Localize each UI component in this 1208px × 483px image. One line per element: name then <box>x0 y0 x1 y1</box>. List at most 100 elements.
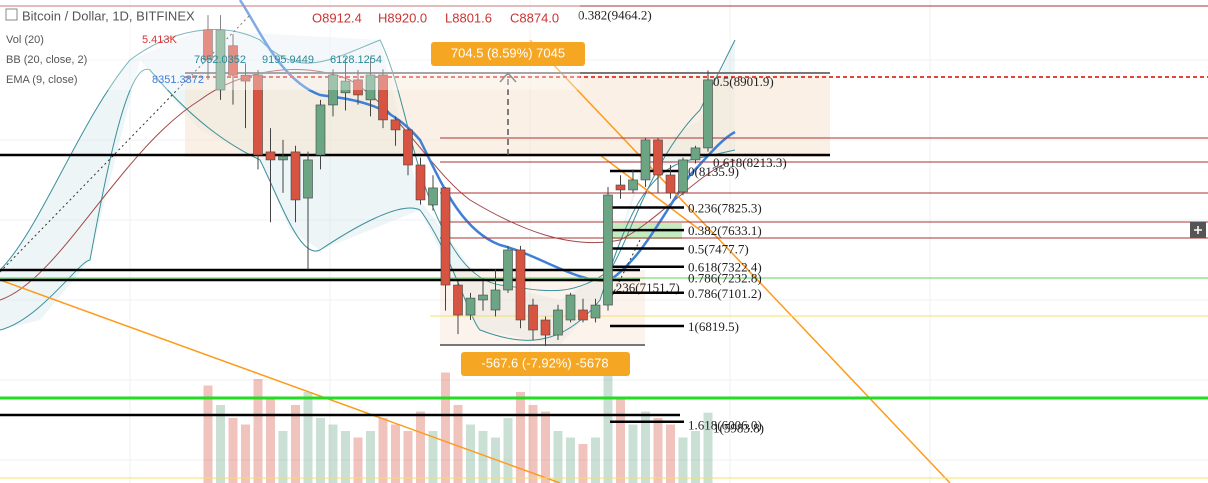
volume-bar <box>291 405 300 483</box>
fib-label: 0.236(7825.3) <box>688 201 762 216</box>
fib-label: 1.618(6006.0) <box>688 418 762 433</box>
candles <box>203 15 713 346</box>
volume-bar <box>428 431 438 483</box>
fib-label: 1(5983.8) <box>713 420 764 435</box>
candle-body <box>653 139 663 176</box>
indicator-value: 5.413K <box>142 34 178 46</box>
volume-bar <box>566 437 575 483</box>
volume-bar <box>328 424 338 483</box>
candle-body <box>290 151 301 201</box>
candle-body <box>390 119 401 131</box>
indicator-value: 7652.0352 <box>194 54 246 66</box>
fib-label: 0.382(9464.2) <box>578 8 652 23</box>
candle-body <box>315 104 326 156</box>
fib-label: 0(8135.9) <box>688 164 739 179</box>
volume-bar <box>341 431 350 483</box>
volume-bar <box>691 431 700 483</box>
candle-body <box>453 284 463 316</box>
candle-body <box>478 294 488 301</box>
candle-body <box>428 187 438 206</box>
volume-bar <box>228 418 238 483</box>
candle-body <box>203 29 213 61</box>
volume-bar <box>278 431 288 483</box>
measure-label: 704.5 (8.59%) 7045 <box>451 45 565 60</box>
candle-body <box>628 179 638 191</box>
candle-body <box>553 309 563 336</box>
candle-body <box>265 151 276 161</box>
candle-body <box>565 294 576 321</box>
candle-body <box>590 304 601 319</box>
candle-body <box>340 80 351 94</box>
volume-bar <box>353 437 363 483</box>
candle-body <box>228 45 238 76</box>
candle-body <box>540 319 551 336</box>
volume-bar <box>203 385 213 483</box>
volume-bar <box>616 398 625 483</box>
fib-label: 0.236(7151.7) <box>606 280 680 295</box>
volume-bar <box>366 431 375 483</box>
fib-label: 0.786(7101.2) <box>688 286 762 301</box>
candle-body <box>353 79 363 96</box>
volume-bar <box>641 411 650 483</box>
fib-levels: 0.382(9464.2) 0.5(8901.9) 0.618(8213.3)0(8… <box>578 8 787 436</box>
candle-body <box>253 74 263 156</box>
volume-bar <box>266 398 275 483</box>
volume-bar <box>441 372 450 483</box>
volume-bar <box>241 424 250 483</box>
volume-bar <box>603 372 613 483</box>
volume-bar <box>378 418 388 483</box>
candle-body <box>440 187 451 286</box>
indicator-name: Vol (20) <box>6 34 44 46</box>
add-button[interactable] <box>1190 222 1206 238</box>
bollinger-fill <box>0 30 735 345</box>
volume-pane <box>203 372 713 483</box>
ohlc-close: C8874.0 <box>510 10 559 25</box>
volume-bar <box>416 411 425 483</box>
ohlc-open: O8912.4 <box>312 10 362 25</box>
candle-body <box>490 289 501 311</box>
candle-body <box>465 297 476 316</box>
candle-body <box>240 74 251 82</box>
candle-body <box>690 147 701 161</box>
candle-body <box>703 79 713 149</box>
candle-body <box>615 184 626 191</box>
indicator-value: 6128.1254 <box>330 54 382 66</box>
candle-body <box>403 129 413 166</box>
indicator-name: BB (20, close, 2) <box>6 54 87 66</box>
indicator-value: 8351.3872 <box>152 74 204 86</box>
indicator-value: 9195.9449 <box>262 54 314 66</box>
candle-body <box>678 159 688 193</box>
fib-label: 0.5(7477.7) <box>688 241 749 256</box>
indicator-name: EMA (9, close) <box>6 74 78 86</box>
measure-label: -567.6 (-7.92%) -5678 <box>481 355 608 370</box>
candle-body <box>603 194 613 306</box>
volume-bar <box>541 411 550 483</box>
volume-bar <box>591 437 600 483</box>
symbol-title: Bitcoin / Dollar, 1D, BITFINEX <box>22 8 195 23</box>
volume-bar <box>528 405 538 483</box>
volume-bar <box>316 418 325 483</box>
volume-bar <box>391 424 400 483</box>
fib-label: 0.618(8213.3) <box>713 155 787 170</box>
fib-label: 0.382(7633.1) <box>688 223 762 238</box>
fib-label: 0.618(7322.4) <box>688 260 762 275</box>
candle-body <box>503 249 513 291</box>
volume-bar <box>516 392 525 483</box>
fib-label: 1(6819.5) <box>688 319 739 334</box>
volume-bar <box>553 431 563 483</box>
volume-bar <box>678 437 688 483</box>
measure-up: 704.5 (8.59%) 7045 <box>431 42 585 66</box>
volume-bar <box>578 444 588 483</box>
volume-bar <box>403 431 413 483</box>
volume-bar <box>216 405 225 483</box>
volume-bar <box>466 424 475 483</box>
volume-bar <box>478 431 488 483</box>
candle-body <box>665 174 676 194</box>
candle-body <box>278 156 288 161</box>
volume-bar <box>453 405 463 483</box>
candle-body <box>528 304 538 331</box>
ohlc-high: H8920.0 <box>378 10 427 25</box>
volume-bar <box>703 412 713 483</box>
collapse-icon[interactable] <box>5 8 18 21</box>
